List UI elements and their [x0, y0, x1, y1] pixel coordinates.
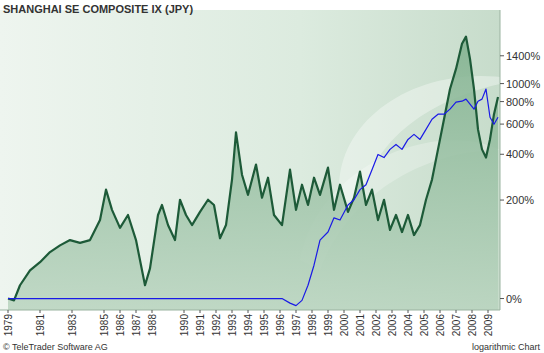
x-tick: [184, 310, 185, 313]
x-tick-label: 2008: [467, 314, 478, 337]
x-tick: [40, 310, 41, 313]
x-tick-label: 1992: [211, 314, 222, 337]
x-tick: [200, 310, 201, 313]
y-tick: [500, 298, 504, 299]
x-tick-label: 2002: [371, 314, 382, 337]
y-tick: [500, 124, 504, 125]
x-tick-label: 2000: [339, 314, 350, 337]
x-tick: [72, 310, 73, 313]
y-tick-label: 0%: [506, 293, 522, 305]
annotation: © TeleTrader Software AG: [3, 342, 108, 352]
x-tick-label: 2001: [355, 314, 366, 337]
x-tick: [360, 310, 361, 313]
x-tick-label: 1986: [115, 314, 126, 337]
x-tick-label: 1991: [195, 314, 206, 337]
x-tick-label: 1996: [275, 314, 286, 337]
y-tick-label: 1400%: [506, 50, 540, 62]
y-tick: [500, 101, 504, 102]
x-tick-label: 2004: [403, 314, 414, 337]
x-tick: [328, 310, 329, 313]
y-tick-label: 1000%: [506, 78, 540, 90]
x-tick: [120, 310, 121, 313]
area-line: [8, 37, 498, 301]
x-tick-label: 1979: [3, 314, 14, 337]
y-tick-label: 800%: [506, 96, 534, 108]
x-tick: [344, 310, 345, 313]
annotation: logarithmic Chart: [472, 342, 541, 352]
x-tick-label: 2009: [483, 314, 494, 337]
title: SHANGHAI SE COMPOSITE IX (JPY): [3, 3, 193, 15]
x-tick-label: 1993: [227, 314, 238, 337]
x-tick: [392, 310, 393, 313]
x-tick: [408, 310, 409, 313]
x-tick-label: 1999: [323, 314, 334, 337]
x-tick: [248, 310, 249, 313]
x-tick: [312, 310, 313, 313]
y-axis: [500, 10, 501, 310]
x-tick: [456, 310, 457, 313]
x-tick: [264, 310, 265, 313]
chart: 0% 200% 400% 600% 800% 1000% 1400% 1979 1981 1983…: [0, 0, 544, 353]
x-tick: [280, 310, 281, 313]
x-tick-label: 1995: [259, 314, 270, 337]
x-tick-label: 1981: [35, 314, 46, 337]
y-tick: [500, 200, 504, 201]
x-tick: [296, 310, 297, 313]
series-line: [8, 89, 498, 306]
y-tick: [500, 55, 504, 56]
x-tick-label: 2005: [419, 314, 430, 337]
x-tick: [440, 310, 441, 313]
x-tick-label: 1983: [67, 314, 78, 337]
y-tick-label: 200%: [506, 194, 534, 206]
x-tick-label: 1990: [179, 314, 190, 337]
x-tick-label: 2006: [435, 314, 446, 337]
plot-background: [0, 10, 500, 310]
x-tick-label: 1987: [131, 314, 142, 337]
y-tick-label: 600%: [506, 118, 534, 130]
area-fill: [8, 37, 498, 310]
x-tick: [424, 310, 425, 313]
plot-area: [8, 37, 498, 310]
x-tick: [8, 310, 9, 313]
x-axis: [0, 310, 500, 311]
x-tick: [136, 310, 137, 313]
x-tick-label: 1985: [99, 314, 110, 337]
x-tick: [488, 310, 489, 313]
x-tick-label: 1988: [147, 314, 158, 337]
background: [0, 0, 544, 353]
x-tick: [104, 310, 105, 313]
x-tick: [376, 310, 377, 313]
x-tick-label: 1994: [243, 314, 254, 337]
y-tick: [500, 154, 504, 155]
y-tick-label: 400%: [506, 148, 534, 160]
x-tick: [472, 310, 473, 313]
y-tick: [500, 83, 504, 84]
x-tick-label: 1997: [291, 314, 302, 337]
x-tick: [152, 310, 153, 313]
x-tick-label: 2003: [387, 314, 398, 337]
x-tick-label: 1998: [307, 314, 318, 337]
x-tick: [216, 310, 217, 313]
x-tick-label: 2007: [451, 314, 462, 337]
x-tick: [232, 310, 233, 313]
